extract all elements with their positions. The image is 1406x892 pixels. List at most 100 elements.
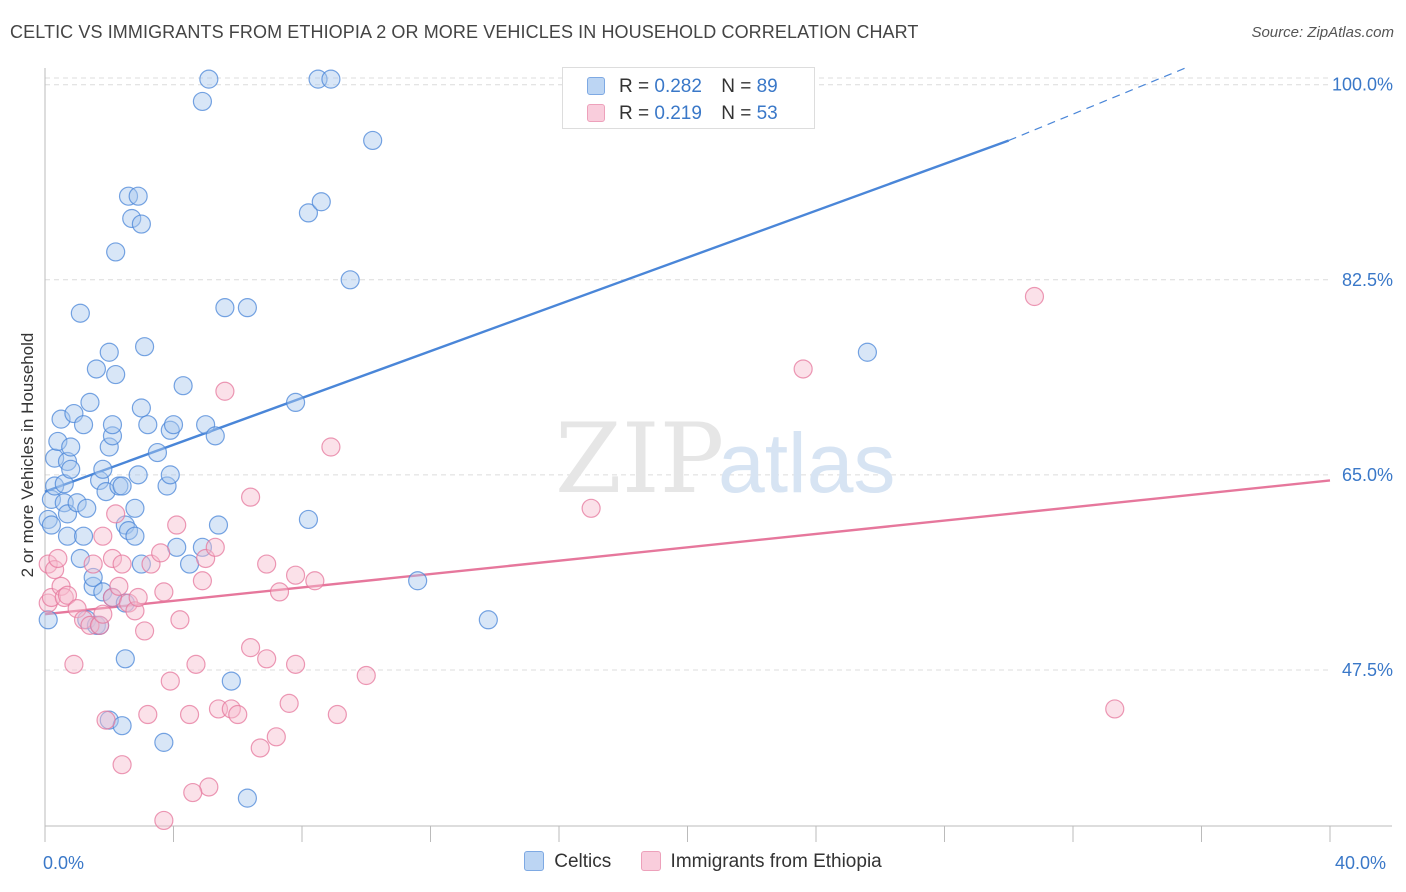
celtics-point bbox=[86, 359, 107, 379]
chart-title: CELTIC VS IMMIGRANTS FROM ETHIOPIA 2 OR … bbox=[10, 22, 919, 42]
celtics-point bbox=[106, 242, 126, 262]
ethiopia-swatch bbox=[587, 104, 605, 122]
celtics-point bbox=[298, 509, 319, 530]
ethiopia-point bbox=[154, 810, 174, 831]
ethiopia-point bbox=[183, 782, 203, 803]
celtics-point bbox=[112, 476, 132, 496]
ethiopia-point bbox=[793, 359, 813, 379]
ethiopia-point bbox=[167, 515, 187, 535]
legend-celtics-label: Celtics bbox=[554, 851, 612, 872]
ethiopia-point bbox=[112, 755, 132, 775]
legend-item-celtics[interactable]: Celtics bbox=[524, 851, 611, 873]
data-points bbox=[38, 69, 1125, 831]
ethiopia-point bbox=[228, 704, 248, 725]
ethiopia-point bbox=[96, 710, 116, 730]
y-tick-label: 65.0% bbox=[1342, 465, 1393, 485]
ethiopia-point bbox=[45, 560, 65, 580]
ethiopia-point bbox=[241, 487, 261, 507]
celtics-point bbox=[83, 567, 103, 588]
legend-n-label: N = bbox=[721, 76, 752, 97]
celtics-point bbox=[340, 270, 360, 290]
celtics-point bbox=[61, 437, 81, 457]
ethiopia-point bbox=[1105, 699, 1125, 719]
celtics-point bbox=[205, 426, 225, 446]
chart-source: Source: ZipAtlas.com bbox=[1251, 24, 1394, 41]
celtics-point bbox=[147, 442, 168, 463]
ethiopia-point bbox=[93, 526, 113, 546]
legend-r-label: R = bbox=[619, 103, 650, 124]
celtics-point bbox=[192, 91, 213, 112]
celtics-point bbox=[154, 732, 174, 752]
celtics-point bbox=[199, 69, 219, 89]
ethiopia-point bbox=[109, 576, 129, 596]
celtics-point bbox=[321, 69, 341, 89]
series-legend: Celtics Immigrants from Ethiopia bbox=[0, 851, 1406, 873]
legend-row-ethiopia: R = 0.219 N = 53 bbox=[587, 103, 778, 125]
celtics-swatch bbox=[587, 77, 605, 95]
ethiopia-point bbox=[266, 727, 286, 747]
ethiopia-point bbox=[179, 704, 200, 725]
celtics-point bbox=[93, 459, 113, 479]
celtics-point bbox=[125, 498, 145, 518]
celtics-point bbox=[57, 526, 78, 546]
celtics-point bbox=[115, 515, 135, 535]
celtics-point bbox=[99, 342, 119, 362]
trend-lines bbox=[44, 67, 1331, 616]
celtics-point bbox=[106, 364, 126, 385]
legend-row-celtics: R = 0.282 N = 89 bbox=[587, 76, 778, 98]
ethiopia-point bbox=[285, 565, 306, 585]
ethiopia-legend-swatch bbox=[640, 851, 661, 871]
ethiopia-point bbox=[257, 649, 277, 669]
celtics-trend-extension bbox=[1008, 67, 1186, 142]
ethiopia-point bbox=[134, 621, 155, 641]
ethiopia-point bbox=[1024, 286, 1045, 307]
celtics-point bbox=[237, 298, 257, 318]
ethiopia-point bbox=[327, 704, 347, 725]
ethiopia-point bbox=[196, 548, 216, 569]
ethiopia-trend-line bbox=[44, 479, 1331, 616]
ethiopia-point bbox=[90, 615, 110, 635]
ethiopia-point bbox=[154, 582, 174, 602]
ethiopia-point bbox=[138, 704, 158, 725]
ethiopia-point bbox=[279, 693, 299, 713]
celtics-point bbox=[311, 192, 331, 212]
celtics-point bbox=[118, 186, 139, 206]
celtics-point bbox=[160, 420, 180, 440]
ethiopia-point bbox=[170, 610, 190, 630]
ethiopia-point bbox=[151, 543, 171, 563]
watermark-zip: ZIP bbox=[555, 403, 724, 515]
celtics-point bbox=[102, 426, 123, 446]
celtics-point bbox=[112, 716, 132, 736]
celtics-point bbox=[73, 526, 94, 546]
celtics-point bbox=[163, 415, 184, 435]
ethiopia-point bbox=[205, 537, 225, 557]
ethiopia-point bbox=[305, 571, 325, 591]
celtics-point bbox=[61, 459, 81, 479]
grid-lines bbox=[45, 77, 1330, 671]
ethiopia-point bbox=[581, 498, 601, 518]
celtics-point bbox=[298, 203, 319, 223]
celtics-point bbox=[215, 298, 235, 318]
celtics-point bbox=[38, 610, 58, 630]
celtics-point bbox=[99, 437, 119, 457]
celtics-point bbox=[857, 342, 878, 362]
celtics-point bbox=[125, 526, 145, 546]
legend-r-value: 0.282 bbox=[654, 76, 702, 97]
celtics-point bbox=[70, 303, 90, 323]
celtics-point bbox=[38, 509, 58, 530]
legend-item-ethiopia[interactable]: Immigrants from Ethiopia bbox=[640, 851, 882, 873]
ethiopia-point bbox=[128, 587, 148, 608]
celtics-point bbox=[285, 392, 306, 413]
legend-ethiopia-label: Immigrants from Ethiopia bbox=[670, 851, 882, 872]
ethiopia-point bbox=[93, 604, 113, 624]
celtics-trend-line bbox=[44, 139, 1010, 493]
celtics-point bbox=[179, 554, 200, 574]
ethiopia-point bbox=[54, 587, 74, 608]
celtics-point bbox=[90, 470, 110, 491]
ethiopia-point bbox=[160, 671, 180, 691]
celtics-point bbox=[115, 649, 135, 669]
celtics-point bbox=[131, 554, 151, 574]
y-tick-labels: 47.5% 65.0% 82.5% 100.0% bbox=[1332, 75, 1393, 680]
legend-n-label: N = bbox=[721, 103, 752, 124]
legend-r-label: R = bbox=[619, 76, 650, 97]
